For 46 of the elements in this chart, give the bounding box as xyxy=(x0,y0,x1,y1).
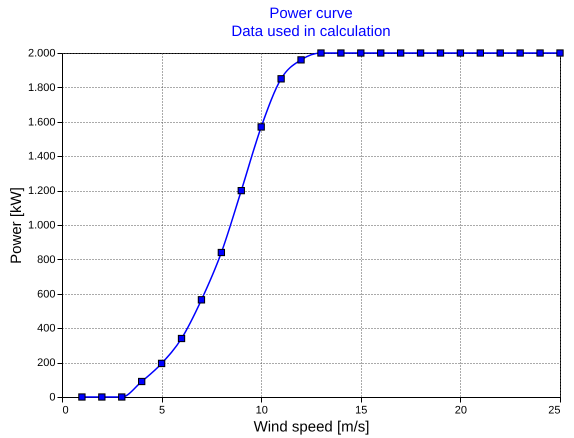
point xyxy=(118,393,126,401)
y-tick-label: 1.600 xyxy=(28,116,56,128)
x-axis-title: Wind speed [m/s] xyxy=(254,418,370,436)
x-tick-label: 15 xyxy=(355,404,368,416)
x-tick-label: 20 xyxy=(454,404,468,416)
point xyxy=(198,296,206,304)
y-tick-label: 0 xyxy=(49,392,56,404)
point xyxy=(78,393,86,401)
y-tick-label: 1.800 xyxy=(28,82,56,94)
point xyxy=(357,49,364,57)
y-tick-label: 1.200 xyxy=(28,185,56,198)
y-tick-label: 1.000 xyxy=(28,220,56,232)
point xyxy=(556,49,564,57)
point xyxy=(297,56,305,64)
y-tick-label: 200 xyxy=(37,357,56,370)
point xyxy=(178,334,186,342)
point xyxy=(496,49,504,57)
point xyxy=(377,49,384,57)
point xyxy=(218,248,226,256)
chart-title: Power curve xyxy=(269,5,353,22)
point xyxy=(436,49,444,57)
point xyxy=(258,123,265,131)
point xyxy=(158,360,166,368)
point xyxy=(396,49,404,57)
x-tick-label: 10 xyxy=(256,404,268,416)
point xyxy=(317,49,325,57)
x-tick-label: 5 xyxy=(159,404,166,416)
y-tick-label: 400 xyxy=(37,322,56,335)
x-tick-label: 0 xyxy=(62,404,69,416)
y-tick-label: 600 xyxy=(37,288,56,300)
y-axis-title: Power [kW] xyxy=(8,187,25,264)
point xyxy=(536,49,544,57)
point xyxy=(238,186,245,194)
y-tick-label: 2.000 xyxy=(28,48,56,60)
point xyxy=(337,49,345,57)
y-tick-label: 1.400 xyxy=(28,150,56,163)
point xyxy=(277,75,285,82)
point xyxy=(138,378,146,386)
point xyxy=(416,49,424,57)
point xyxy=(476,49,484,57)
point xyxy=(456,49,464,57)
chart-subtitle: Data used in calculation xyxy=(231,23,391,40)
point xyxy=(516,49,524,57)
x-tick-label: 25 xyxy=(548,404,560,416)
y-tick-label: 800 xyxy=(37,254,56,266)
point xyxy=(98,393,106,401)
